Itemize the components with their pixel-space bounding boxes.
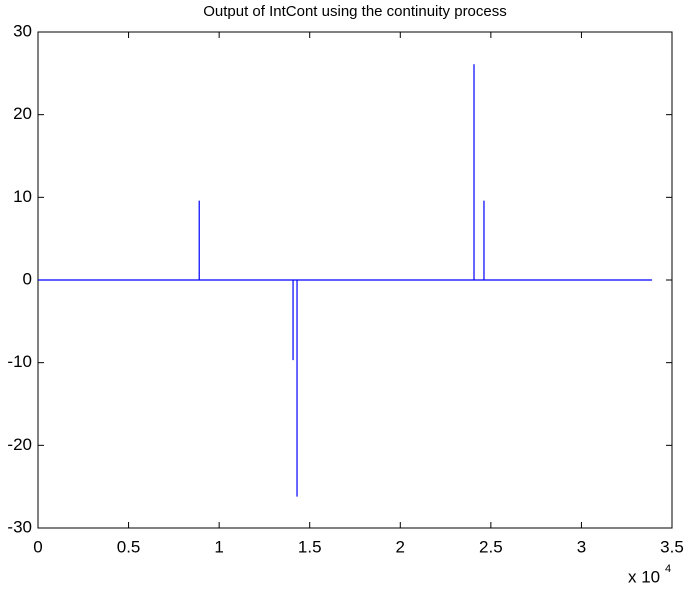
y-tick-label: 0 [23, 269, 32, 288]
y-tick-label: -30 [7, 517, 32, 536]
x-tick-label: 2 [396, 537, 405, 556]
y-tick-label: 20 [13, 104, 32, 123]
x-tick-label: 1.5 [298, 537, 322, 556]
x-tick-label: 1 [214, 537, 223, 556]
chart-title: Output of IntCont using the continuity p… [203, 3, 507, 20]
x-tick-label: 0.5 [117, 537, 141, 556]
x-exponent: 4 [665, 563, 671, 575]
y-tick-label: 10 [13, 187, 32, 206]
x-tick-label: 3 [577, 537, 586, 556]
x-tick-label: 2.5 [479, 537, 503, 556]
y-tick-label: -20 [7, 435, 32, 454]
y-tick-label: -10 [7, 352, 32, 371]
line [38, 64, 653, 497]
y-tick-label: 30 [13, 21, 32, 40]
x-multiplier: x 10 [628, 567, 660, 586]
x-tick-label: 3.5 [660, 537, 684, 556]
x-tick-label: 0 [33, 537, 42, 556]
